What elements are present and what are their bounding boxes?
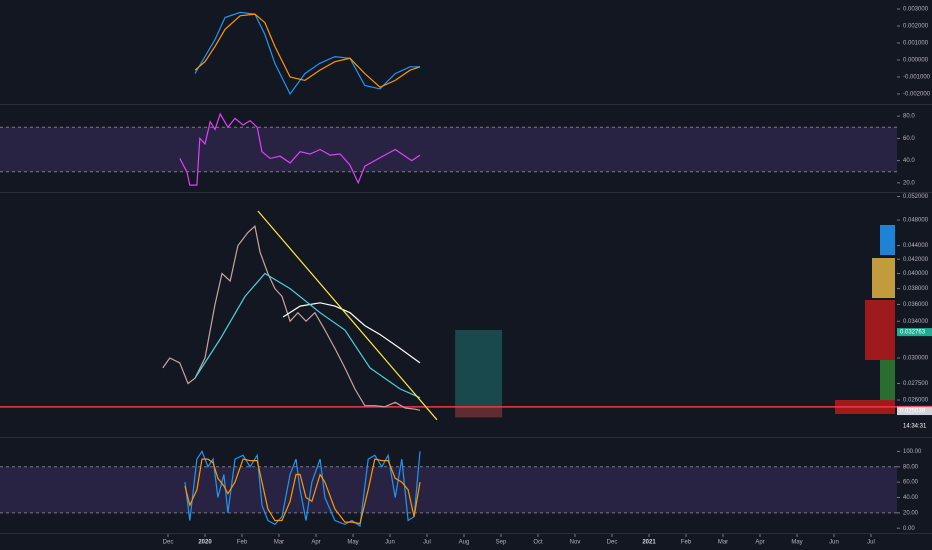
y-tick-label: 0.042000 — [903, 257, 929, 263]
y-tick-label: 0.040000 — [903, 271, 929, 277]
y-tick-label: 0.002000 — [903, 24, 929, 30]
y-tick-label: 40.0 — [903, 158, 915, 164]
series-line — [184, 458, 421, 525]
profile-bars — [865, 300, 895, 360]
x-tick-label: Jul — [423, 540, 431, 546]
x-tick-label: May — [347, 540, 358, 546]
y-tick-label: 0.00 — [903, 526, 915, 532]
band — [0, 127, 897, 172]
profile-bars — [880, 225, 895, 255]
price-badge-label: 0.032763 — [900, 330, 926, 336]
y-tick-label: 100.00 — [903, 449, 922, 455]
x-tick-label: Aug — [459, 540, 470, 546]
y-tick-label: 0.052000 — [903, 194, 929, 200]
y-tick-label: 0.044000 — [903, 243, 929, 249]
x-tick-label: May — [791, 540, 802, 546]
x-tick-label: 2020 — [198, 540, 212, 546]
y-tick-label: 20.00 — [903, 510, 919, 516]
x-tick-label: Apr — [311, 540, 320, 546]
series-line — [194, 272, 421, 399]
stop-zone — [455, 406, 503, 418]
y-tick-label: 0.034000 — [903, 319, 929, 325]
y-tick-label: 80.00 — [903, 464, 919, 470]
y-tick-label: 0.036000 — [903, 302, 929, 308]
series-line — [282, 302, 421, 364]
x-tick-label: Apr — [755, 540, 764, 546]
x-tick-label: Mar — [274, 540, 284, 546]
y-tick-label: -0.001000 — [903, 75, 931, 81]
x-tick-label: Sep — [496, 540, 507, 546]
x-tick-label: Jun — [829, 540, 839, 546]
x-tick-label: Feb — [681, 540, 692, 546]
target-zone — [455, 330, 503, 407]
series-line — [257, 210, 438, 421]
x-tick-label: 2021 — [642, 540, 656, 546]
y-tick-label: 0.027500 — [903, 381, 929, 387]
y-tick-label: 0.038000 — [903, 286, 929, 292]
y-tick-label: 0.001000 — [903, 41, 929, 47]
y-tick-label: 80.0 — [903, 114, 915, 120]
price-badge — [897, 328, 932, 337]
y-tick-label: -0.002000 — [903, 92, 931, 98]
band — [0, 466, 897, 513]
y-tick-label: 20.0 — [903, 180, 915, 186]
series-line — [162, 225, 421, 411]
profile-bars — [880, 360, 895, 400]
x-tick-label: Oct — [533, 540, 543, 546]
x-tick-label: Dec — [607, 540, 618, 546]
x-tick-label: Nov — [570, 540, 581, 546]
series-line — [179, 112, 421, 186]
x-tick-label: Jul — [867, 540, 875, 546]
y-tick-label: 60.00 — [903, 480, 919, 486]
y-tick-label: 0.003000 — [903, 7, 929, 13]
y-tick-label: 0.000000 — [903, 58, 929, 64]
price-badge — [897, 407, 932, 416]
x-tick-label: Feb — [237, 540, 248, 546]
series-line — [184, 450, 421, 527]
profile-bars — [872, 258, 895, 298]
x-tick-label: Jun — [385, 540, 395, 546]
series-line — [194, 13, 421, 88]
x-tick-label: Mar — [718, 540, 728, 546]
y-tick-label: 40.00 — [903, 495, 919, 501]
price-badge-label: 0.025039 — [900, 409, 926, 415]
y-tick-label: 60.0 — [903, 136, 915, 142]
countdown: 14:34:31 — [903, 423, 927, 429]
y-tick-label: 0.026000 — [903, 398, 929, 404]
y-tick-label: 0.048000 — [903, 218, 929, 224]
x-tick-label: Dec — [163, 540, 174, 546]
y-tick-label: 0.030000 — [903, 356, 929, 362]
